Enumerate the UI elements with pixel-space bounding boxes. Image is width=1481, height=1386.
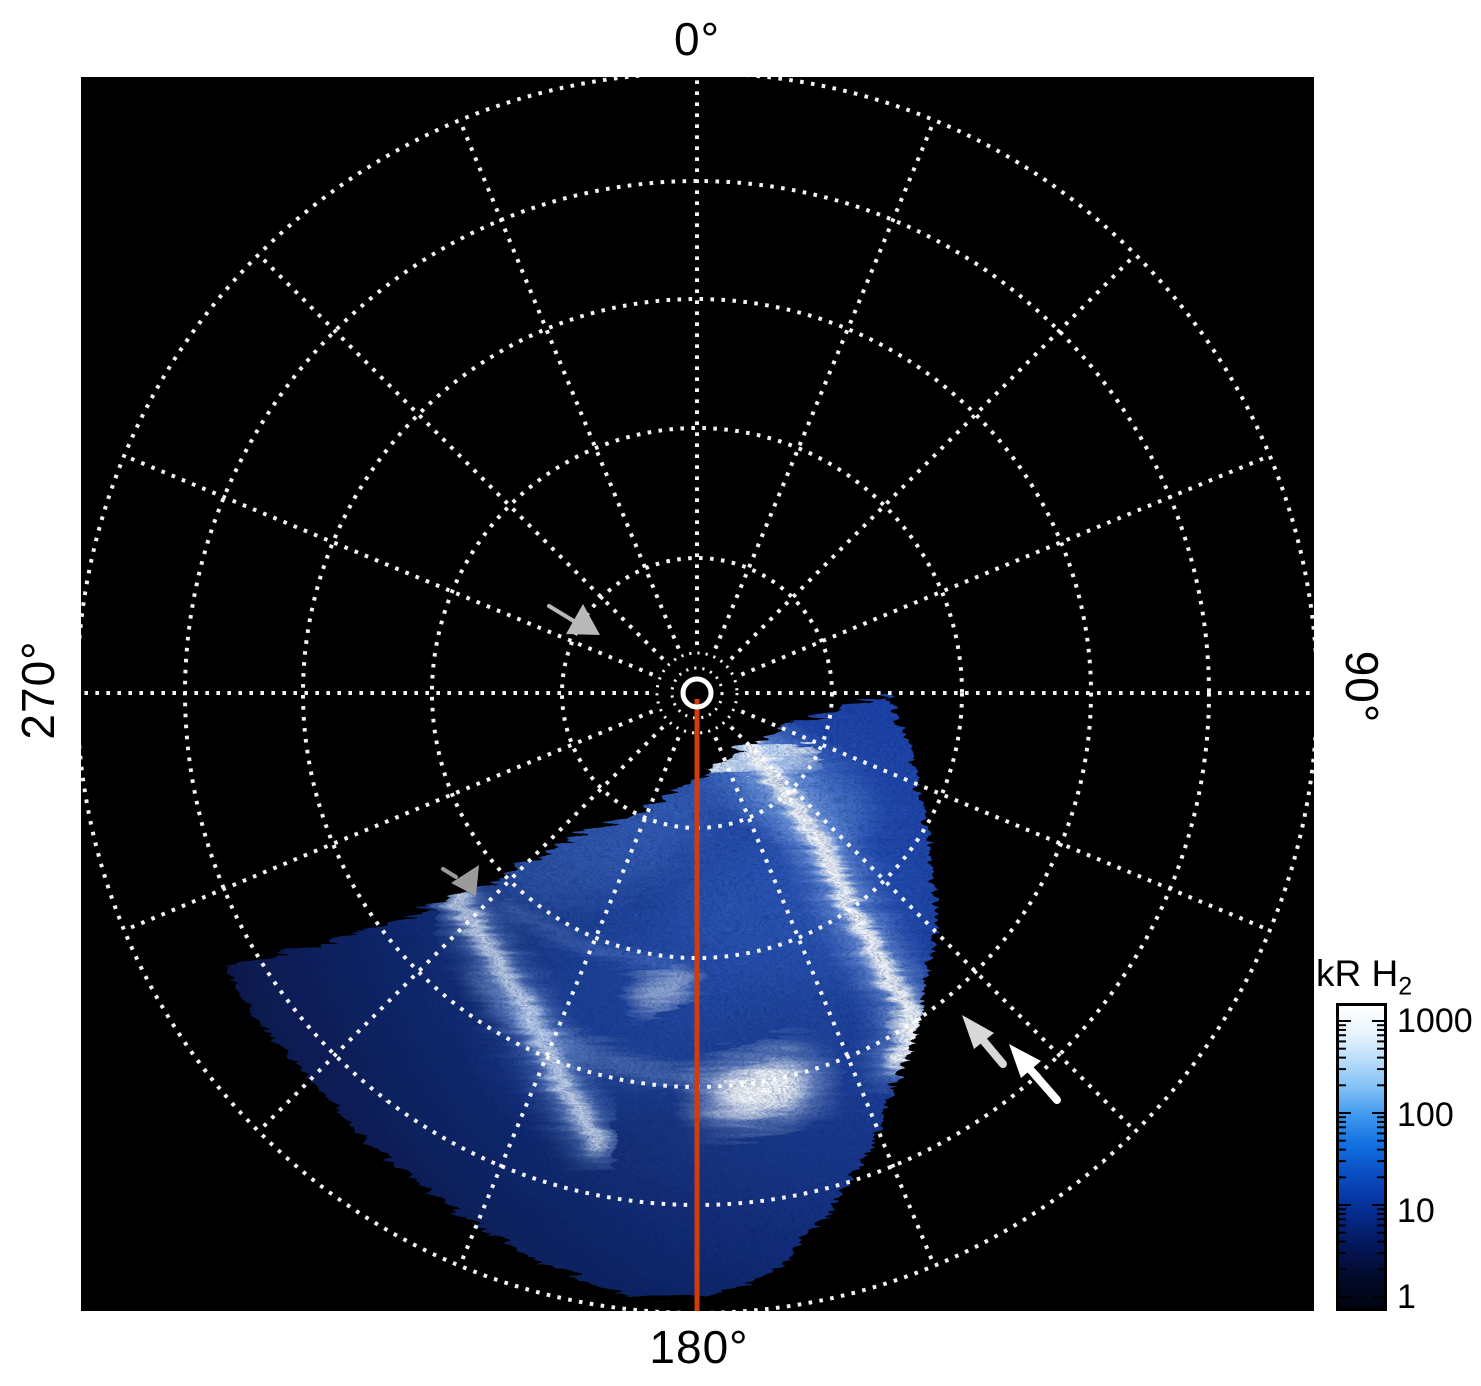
colorbar	[1336, 1003, 1387, 1311]
colorbar-title-subscript: 2	[1398, 972, 1413, 1001]
colorbar-title: kR H2	[1316, 953, 1413, 1001]
angle-label-90: 90°	[1336, 650, 1388, 724]
polar-plot-canvas	[81, 77, 1314, 1311]
angle-label-180: 180°	[649, 1321, 749, 1373]
colorbar-tick-label-100: 100	[1397, 1096, 1454, 1134]
angle-label-270: 270°	[12, 640, 64, 740]
colorbar-tick-label-1: 1	[1397, 1278, 1416, 1316]
angle-label-0: 0°	[674, 13, 720, 65]
pole-marker-ring	[680, 676, 714, 710]
gray-arrowhead-dawn-edge	[441, 865, 479, 896]
colorbar-tick-label-10: 10	[1397, 1192, 1435, 1230]
gray-arrow-upper	[547, 604, 600, 635]
colorbar-ticks	[1339, 1020, 1384, 1298]
light-gray-arrow-duskside	[962, 1015, 1007, 1068]
polar-plot-area	[81, 77, 1314, 1311]
white-arrow-duskside	[1009, 1044, 1061, 1104]
annotation-arrows	[441, 604, 1061, 1104]
colorbar-tick-label-1000: 1000	[1397, 1002, 1473, 1040]
